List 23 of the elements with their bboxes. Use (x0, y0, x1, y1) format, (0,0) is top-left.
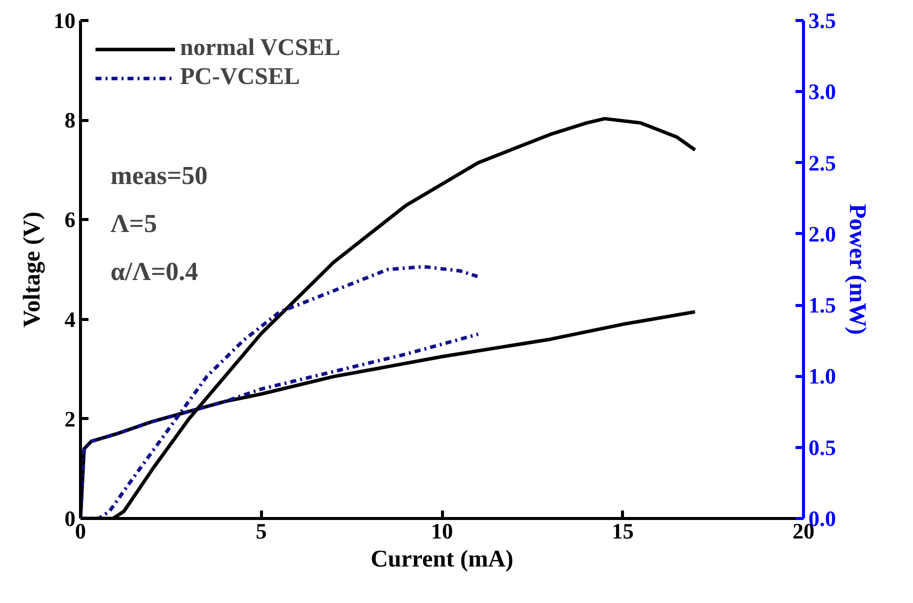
y-tick-label: 4 (64, 306, 76, 332)
y2-tick-label: 1.5 (808, 292, 836, 318)
y2-tick-label: 1.0 (808, 364, 836, 389)
y2-axis-title: Power (mW) (844, 204, 870, 335)
y-tick-label: 6 (64, 207, 76, 232)
y-tick-label: 10 (54, 8, 76, 33)
annotation: meas=50 (110, 161, 208, 190)
y-tick-label: 8 (64, 108, 76, 133)
y2-tick-label: 3.0 (808, 79, 836, 104)
y2-tick-label: 2.5 (808, 150, 836, 176)
y2-tick-label: 0.5 (808, 434, 836, 460)
y-axis-title: Voltage (V) (20, 212, 46, 328)
legend-label: PC-VCSEL (180, 64, 300, 91)
x-axis-title: Current (mA) (370, 546, 514, 572)
legend-label: normal VCSEL (180, 35, 340, 62)
annotation: α/Λ=0.4 (110, 257, 198, 286)
y-tick-label: 2 (64, 406, 76, 432)
x-tick-label: 10 (431, 518, 453, 544)
y2-tick-label: 2.0 (808, 221, 836, 246)
x-tick-label: 15 (612, 518, 634, 544)
y2-tick-label: 3.5 (808, 8, 836, 33)
annotation: Λ=5 (110, 209, 157, 238)
x-tick-label: 5 (256, 518, 267, 544)
